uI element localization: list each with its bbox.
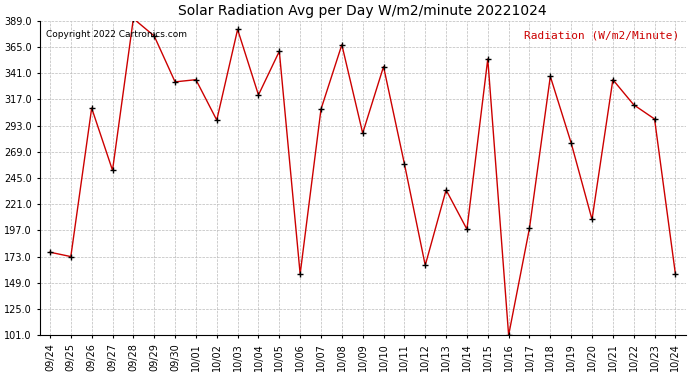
Title: Solar Radiation Avg per Day W/m2/minute 20221024: Solar Radiation Avg per Day W/m2/minute … <box>179 4 547 18</box>
Text: Radiation (W/m2/Minute): Radiation (W/m2/Minute) <box>524 30 680 40</box>
Text: Copyright 2022 Cartronics.com: Copyright 2022 Cartronics.com <box>46 30 187 39</box>
